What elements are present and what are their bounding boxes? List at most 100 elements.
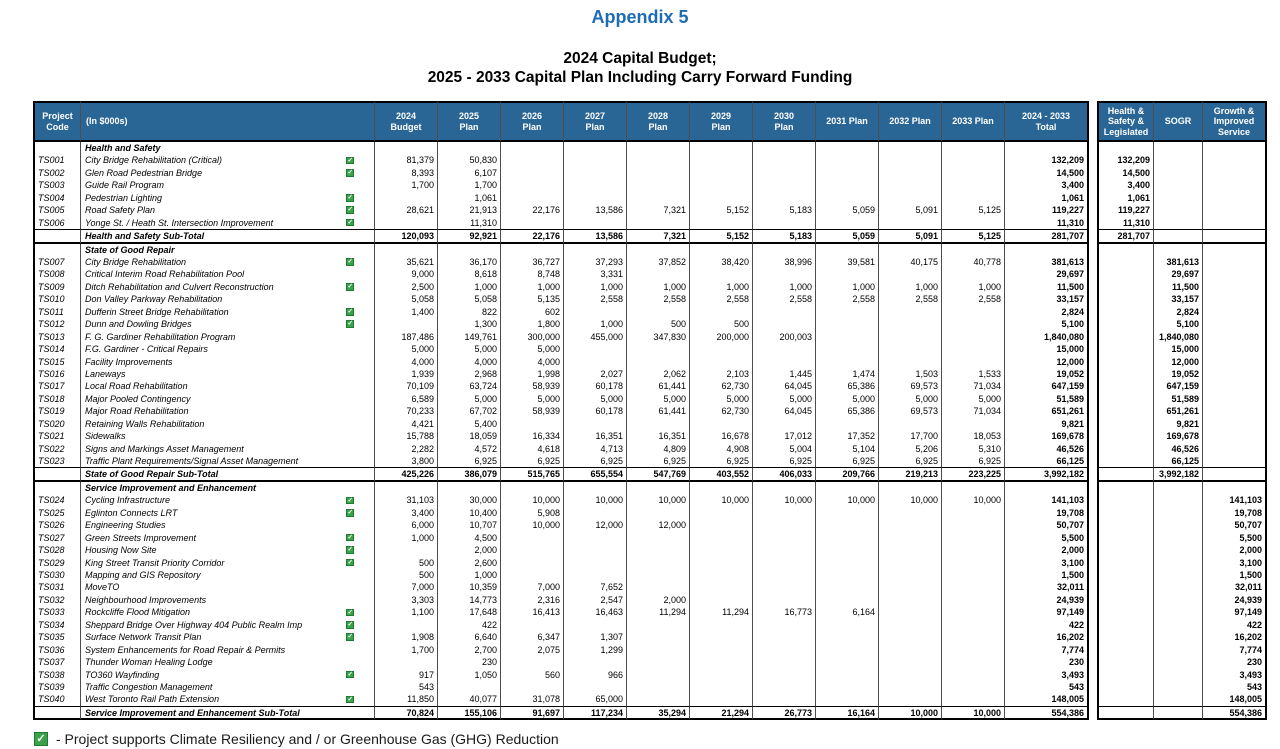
value-cell: 16,463 xyxy=(564,606,627,619)
total-cell: 51,589 xyxy=(1005,392,1089,406)
value-cell: 5,152 xyxy=(690,229,753,244)
value-cell xyxy=(816,191,879,205)
table-row: TS009 Ditch Rehabilitation and Culvert Re… xyxy=(33,280,1280,294)
col-header-year: 2029 Plan xyxy=(690,101,753,142)
value-cell: 822 xyxy=(438,305,501,319)
total-cell: 50,707 xyxy=(1005,519,1089,532)
value-cell xyxy=(816,166,879,180)
value-cell: 7,000 xyxy=(501,581,564,594)
sogr-cell xyxy=(1154,142,1203,155)
total-cell: 11,500 xyxy=(1005,280,1089,294)
value-cell xyxy=(627,581,690,594)
value-cell xyxy=(690,519,753,532)
project-name-cell: Engineering Studies xyxy=(81,519,375,532)
value-cell: 6,925 xyxy=(690,455,753,468)
value-cell: 17,352 xyxy=(816,430,879,443)
value-cell xyxy=(690,268,753,281)
table-gap xyxy=(1089,244,1097,256)
value-cell: 187,486 xyxy=(375,330,438,344)
value-cell: 21,913 xyxy=(438,204,501,217)
value-cell xyxy=(753,693,816,706)
value-cell xyxy=(942,305,1005,319)
value-cell xyxy=(690,581,753,594)
ghg-check-icon: ✓ xyxy=(346,218,354,227)
project-name-label: West Toronto Rail Path Extension xyxy=(85,694,220,705)
value-cell xyxy=(564,216,627,230)
total-cell: 15,000 xyxy=(1005,343,1089,356)
project-name-label: Traffic Congestion Management xyxy=(85,681,213,692)
value-cell: 10,000 xyxy=(627,494,690,507)
value-cell: 5,000 xyxy=(438,343,501,356)
table-gap xyxy=(1089,669,1097,681)
value-cell xyxy=(942,216,1005,230)
value-cell: 1,939 xyxy=(375,367,438,381)
value-cell xyxy=(438,142,501,155)
sogr-cell xyxy=(1154,693,1203,706)
value-cell: 2,968 xyxy=(438,367,501,381)
hs-legislated-cell xyxy=(1097,569,1154,582)
project-name-cell: Neighbourhood Improvements xyxy=(81,593,375,607)
table-row: TS028 Housing Now Site ✓ 2,000 2,000 2,000 xyxy=(33,544,1280,557)
project-code-cell: TS007 xyxy=(33,256,81,269)
project-name-cell: Facility Improvements xyxy=(81,355,375,368)
hs-legislated-cell xyxy=(1097,643,1154,657)
value-cell: 455,000 xyxy=(564,330,627,344)
hs-legislated-cell xyxy=(1097,544,1154,557)
hs-legislated-cell xyxy=(1097,631,1154,644)
value-cell xyxy=(564,191,627,205)
value-cell: 10,400 xyxy=(438,506,501,520)
project-name-label: Local Road Rehabilitation xyxy=(85,381,188,392)
value-cell: 425,226 xyxy=(375,467,438,482)
value-cell xyxy=(690,417,753,431)
project-code-cell: TS013 xyxy=(33,330,81,344)
value-cell: 347,830 xyxy=(627,330,690,344)
appendix-title: Appendix 5 xyxy=(591,7,689,27)
value-cell xyxy=(879,631,942,644)
value-cell: 17,700 xyxy=(879,430,942,443)
table-row: TS017 Local Road Rehabilitation 70,109 63,7… xyxy=(33,380,1280,393)
ghg-check-icon: ✓ xyxy=(346,169,354,177)
table-row: TS023 Traffic Plant Requirements/Signal A… xyxy=(33,455,1280,468)
project-code-cell: TS017 xyxy=(33,380,81,393)
total-cell: 14,500 xyxy=(1005,166,1089,180)
total-cell: 9,821 xyxy=(1005,417,1089,431)
growth-service-cell xyxy=(1203,216,1267,230)
subtitle-line-1: 2024 Capital Budget; xyxy=(563,50,717,67)
ghg-check-icon: ✓ xyxy=(346,509,354,517)
project-code-cell: TS003 xyxy=(33,179,81,192)
sogr-cell xyxy=(1154,191,1203,205)
project-code-cell: TS011 xyxy=(33,305,81,319)
sogr-cell: 46,526 xyxy=(1154,442,1203,455)
project-name-label: Major Pooled Contingency xyxy=(85,393,191,404)
project-name-cell: Retaining Walls Rehabilitation xyxy=(81,417,375,431)
table-gap xyxy=(1089,318,1097,330)
table-gap xyxy=(1089,544,1097,556)
table-gap xyxy=(1089,519,1097,531)
value-cell xyxy=(879,693,942,706)
value-cell: 1,000 xyxy=(690,280,753,294)
value-cell: 560 xyxy=(501,668,564,681)
value-cell: 11,310 xyxy=(438,216,501,230)
value-cell xyxy=(690,643,753,657)
value-cell xyxy=(627,142,690,155)
growth-service-cell xyxy=(1203,467,1267,482)
value-cell: 5,000 xyxy=(564,392,627,406)
project-name-cell: Mapping and GIS Repository xyxy=(81,569,375,582)
value-cell: 4,000 xyxy=(501,355,564,368)
col-header-category: Health & Safety & Legislated xyxy=(1097,101,1154,142)
hs-legislated-cell xyxy=(1097,355,1154,368)
table-gap xyxy=(1089,331,1097,343)
subtitle-line-2: 2025 - 2033 Capital Plan Including Carry… xyxy=(427,69,853,86)
project-code-cell: TS018 xyxy=(33,392,81,406)
value-cell xyxy=(753,656,816,669)
table-gap xyxy=(1089,393,1097,405)
total-cell: 3,493 xyxy=(1005,668,1089,681)
value-cell: 2,000 xyxy=(438,544,501,557)
value-cell xyxy=(753,268,816,281)
value-cell: 2,558 xyxy=(942,293,1005,306)
project-name-label: Eglinton Connects LRT xyxy=(85,507,178,518)
value-cell: 30,000 xyxy=(438,494,501,507)
value-cell xyxy=(753,569,816,582)
growth-service-cell xyxy=(1203,405,1267,418)
hs-legislated-cell xyxy=(1097,318,1154,331)
